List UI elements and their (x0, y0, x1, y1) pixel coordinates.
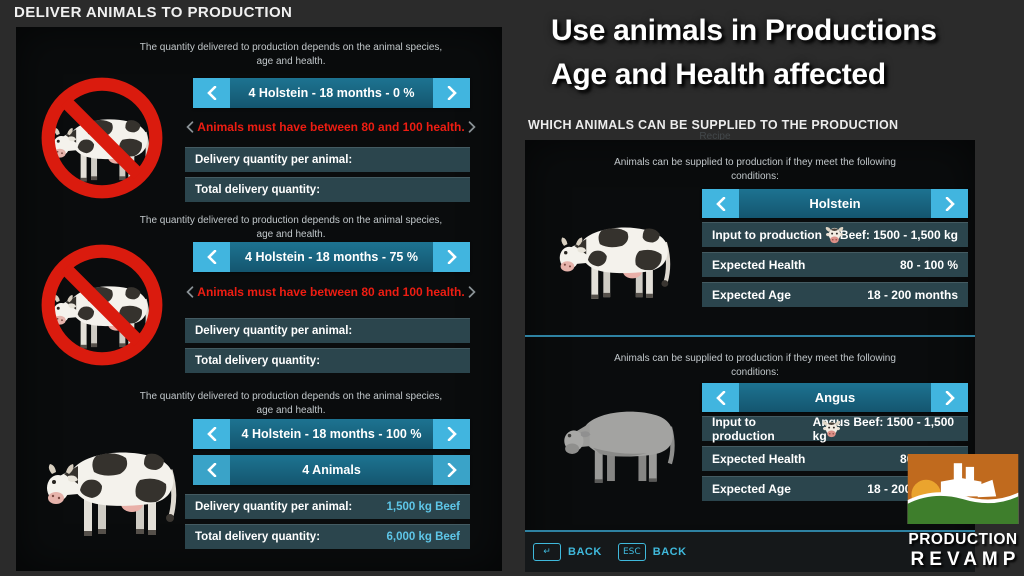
animal-group-label: 4 Holstein - 18 months - 75 % (245, 250, 418, 264)
total-delivery-row: Total delivery quantity: (185, 348, 470, 373)
health-error-message: Animals must have between 80 and 100 hea… (197, 285, 465, 299)
delivery-per-animal-row: Delivery quantity per animal: 1,500 kg B… (185, 494, 470, 519)
holstein-cow-image (44, 432, 184, 542)
animal-count-selector: 4 Animals (193, 455, 470, 485)
chevron-right-icon[interactable] (433, 78, 470, 108)
chevron-left-icon[interactable] (186, 121, 194, 133)
delivery-description: The quantity delivered to production dep… (139, 215, 443, 240)
delivery-description: The quantity delivered to production dep… (139, 42, 443, 67)
total-delivery-row: Total delivery quantity: (185, 177, 470, 202)
error-message-row: Animals must have between 80 and 100 hea… (186, 117, 476, 137)
cow-head-icon (825, 226, 844, 245)
input-to-production-row: Input to production Beef: 1500 - 1,500 k… (702, 222, 968, 247)
card-divider (525, 335, 975, 337)
chevron-right-icon[interactable] (931, 189, 968, 218)
prohibition-icon (36, 72, 168, 204)
recipe-ghost-label: Recipe (699, 131, 731, 142)
chevron-right-icon[interactable] (468, 121, 476, 133)
animal-group-selector-3: 4 Holstein - 18 months - 100 % (193, 419, 470, 449)
animal-type-label: Holstein (809, 196, 861, 211)
logo-text-line1: PRODUCTION (908, 531, 1018, 548)
chevron-right-icon[interactable] (433, 419, 470, 449)
health-error-message: Animals must have between 80 and 100 hea… (197, 120, 465, 134)
chevron-right-icon[interactable] (468, 286, 476, 298)
delivery-description: The quantity delivered to production dep… (139, 391, 443, 416)
expected-health-row: Expected Health 80 - 100 % (702, 252, 968, 277)
chevron-left-icon[interactable] (193, 78, 230, 108)
production-revamp-logo: PRODUCTION REVAMP (900, 454, 1024, 571)
back-button-label[interactable]: BACK (568, 546, 602, 558)
chevron-right-icon[interactable] (931, 383, 968, 412)
chevron-left-icon[interactable] (193, 419, 230, 449)
condition-description: Animals can be supplied to production if… (614, 353, 896, 378)
animal-type-selector: Holstein (702, 189, 968, 218)
expected-age-row: Expected Age 18 - 200 months (702, 282, 968, 307)
delivery-per-animal-row: Delivery quantity per animal: (185, 318, 470, 343)
return-key-button[interactable]: ↵ (533, 543, 561, 561)
animal-type-label: Angus (814, 390, 856, 405)
animal-group-selector-1: 4 Holstein - 18 months - 0 % (193, 78, 470, 108)
animal-type-selector: Angus (702, 383, 968, 412)
chevron-left-icon[interactable] (702, 383, 739, 412)
back-button-label[interactable]: BACK (652, 546, 687, 558)
deliver-panel: The quantity delivered to production dep… (16, 27, 502, 571)
cow-head-icon (822, 420, 841, 439)
animal-group-selector-2: 4 Holstein - 18 months - 75 % (193, 242, 470, 272)
supply-panel-title: WHICH ANIMALS CAN BE SUPPLIED TO THE PRO… (528, 118, 899, 132)
annotation-title-line1: Use animals in Productions (551, 14, 937, 47)
input-to-production-row: Input to production Angus Beef: 1500 - 1… (702, 415, 968, 443)
prohibited-holstein-image (36, 239, 168, 371)
revamp-logo-icon (907, 454, 1019, 524)
prohibited-holstein-image (36, 72, 168, 204)
delivery-per-animal-row: Delivery quantity per animal: (185, 147, 470, 172)
supply-panel: Animals can be supplied to production if… (525, 140, 975, 572)
error-message-row: Animals must have between 80 and 100 hea… (186, 282, 476, 302)
chevron-right-icon[interactable] (433, 455, 470, 485)
logo-text-line2: REVAMP (910, 549, 1021, 570)
chevron-left-icon[interactable] (193, 455, 230, 485)
annotation-title-line2: Age and Health affected (551, 58, 886, 91)
esc-key-button[interactable]: ESC (617, 543, 646, 561)
condition-description: Animals can be supplied to production if… (614, 157, 896, 182)
animal-group-label: 4 Holstein - 18 months - 0 % (248, 86, 415, 100)
chevron-left-icon[interactable] (702, 189, 739, 218)
animal-group-label: 4 Holstein - 18 months - 100 % (241, 427, 422, 441)
deliver-panel-title: DELIVER ANIMALS TO PRODUCTION (14, 4, 293, 21)
footer-bar: ↵ BACK ESC BACK (525, 532, 975, 572)
angus-cow-image (559, 392, 683, 488)
prohibition-icon (36, 239, 168, 371)
holstein-cow-image (557, 210, 677, 304)
chevron-left-icon[interactable] (186, 286, 194, 298)
chevron-right-icon[interactable] (433, 242, 470, 272)
total-delivery-row: Total delivery quantity: 6,000 kg Beef (185, 524, 470, 549)
footer-divider (525, 530, 975, 532)
animal-count-label: 4 Animals (302, 463, 361, 477)
chevron-left-icon[interactable] (193, 242, 230, 272)
